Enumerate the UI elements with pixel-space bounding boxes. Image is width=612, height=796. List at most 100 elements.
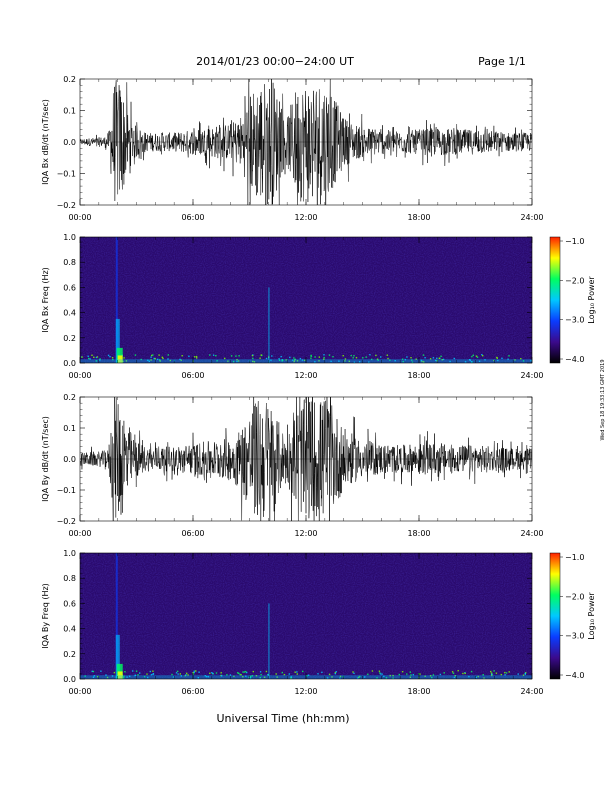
spectrogram-pixel [385,677,388,679]
y-tick-label: −0.2 [57,201,76,210]
x-tick-label: 00:00 [68,529,91,538]
spectrogram-pixel [137,674,139,676]
spectrogram-pixel [253,361,256,363]
spectrogram-pixel [453,676,456,679]
spectrogram-pixel [239,673,241,676]
spectrogram-pixel [451,671,454,673]
spectrogram-pixel [406,673,408,675]
colorbar-tick-label: −1.0 [565,553,584,562]
spectrogram-pixel [452,672,455,674]
spectrogram-pixel [105,674,107,676]
spectrogram-pixel [420,359,423,362]
spectrogram-pixel [132,670,134,672]
y-tick-label: 0.2 [63,393,76,402]
spectrogram-pixel [490,670,492,673]
spectrogram-pixel [252,360,254,363]
spectrogram-pixel [357,677,359,679]
spectrogram-pixel [106,676,109,679]
spectrogram-pixel [278,358,280,360]
spectrogram-event-peak [117,355,123,363]
spectrogram-pixel [169,359,171,362]
spectrogram-pixel [432,357,435,359]
spectrogram-pixel [493,359,495,362]
spectrogram-pixel [96,356,99,358]
spectrogram-pixel [285,359,287,361]
spectrogram-pixel [230,355,233,357]
spectrogram-pixel [389,359,391,361]
spectrogram-pixel [235,355,237,357]
spectrogram-pixel [99,358,101,360]
spectrogram-pixel [221,675,223,677]
spectrogram-pixel [238,672,240,674]
spectrogram-pixel [249,675,252,678]
page-title: 2014/01/23 00:00−24:00 UT [196,55,354,68]
spectrogram-pixel [517,673,519,675]
spectrogram-pixel [378,670,381,672]
spectrogram-pixel [259,357,261,359]
spectrogram-pixel [383,675,385,678]
spectrogram-pixel [409,671,411,673]
spectrogram-pixel [381,673,383,675]
spectrogram-pixel [294,671,296,673]
spectrogram-pixel [229,674,232,676]
spectrogram-pixel [238,355,240,357]
spectrogram-pixel [289,356,291,359]
spectrogram-pixel [224,357,226,360]
spectrogram-pixel [482,355,484,357]
y-tick-label: 0.2 [63,650,76,659]
spectrogram-pixel [328,354,331,356]
y-tick-label: 0.0 [63,359,76,368]
spectrogram-pixel [246,671,248,674]
y-tick-label: 1.0 [63,549,76,558]
spectrogram-pixel [475,676,477,679]
spectrogram-pixel [87,355,89,357]
spectrogram-pixel [429,675,432,677]
colorbar-tick-label: −1.0 [565,237,584,246]
spectrogram-pixel [522,674,525,676]
spectrogram-pixel [310,355,312,357]
x-tick-label: 00:00 [68,687,91,696]
spectrogram-pixel [150,359,152,361]
spectrogram-pixel [236,360,238,363]
spectrogram-pixel [193,670,195,672]
spectrogram-pixel [401,671,404,673]
spectrogram-pixel [524,673,526,675]
spectrogram-pixel [335,671,337,673]
spectrogram-pixel [177,673,179,675]
colorbar [550,237,560,363]
spectrogram-pixel [501,357,503,359]
spectrogram-pixel [318,356,320,358]
spectrogram-pixel [424,357,426,359]
spectrogram-pixel [150,674,153,676]
x-tick-label: 24:00 [520,529,543,538]
spectrogram-pixel [424,675,426,677]
spectrogram-pixel [147,359,149,361]
spectrogram-pixel [207,676,210,678]
spectrogram-pixel [243,671,246,673]
spectrogram-pixel [187,674,189,676]
spectrogram-pixel [402,360,404,363]
spectrogram-pixel [290,676,292,678]
spectrogram-pixel [95,360,98,362]
spectrogram-pixel [125,360,128,362]
spectrogram-pixel [441,359,443,361]
spectrogram-pixel [389,674,391,677]
spectrogram-pixel [323,358,325,360]
spectrogram-pixel [123,675,125,677]
spectrogram-pixel [412,673,414,676]
spectrogram-pixel [175,672,178,674]
spectrogram-pixel [355,357,358,359]
spectrogram-pixel [111,357,114,359]
spectrogram-pixel [477,675,479,678]
x-tick-label: 18:00 [407,529,430,538]
spectrogram-pixel [193,671,195,674]
spectrogram-pixel [330,360,332,363]
spectrogram-pixel [150,356,152,358]
spectrogram-pixel [281,671,283,674]
spectrogram-pixel [470,361,473,363]
spectrogram-pixel [495,672,498,674]
spectrogram-pixel [350,354,352,357]
spectrogram-pixel [180,675,182,677]
spectrogram-pixel [462,672,464,675]
spectrogram-pixel [514,359,516,361]
